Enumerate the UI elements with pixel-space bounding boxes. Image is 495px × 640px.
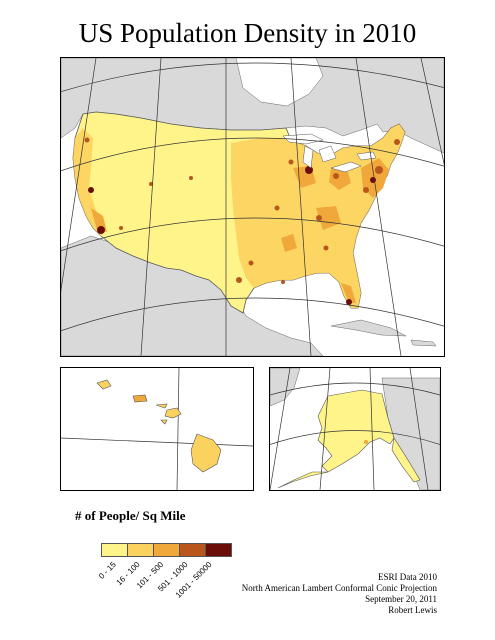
hawaii-graticule — [61, 368, 253, 490]
credits-author: Robert Lewis — [388, 605, 437, 615]
map-title: US Population Density in 2010 — [78, 18, 417, 48]
hudson-bay — [235, 58, 324, 107]
graticule — [61, 58, 444, 356]
great-lakes — [282, 133, 377, 173]
legend-title: # of People/ Sq Mile — [75, 508, 186, 523]
legend-swatch-4 — [179, 543, 206, 557]
anchorage-marker — [364, 440, 368, 444]
credits-source: ESRI Data 2010 — [378, 572, 437, 582]
hawaiian-islands — [96, 379, 222, 473]
map-credits: ESRI Data 2010 North American Lambert Co… — [242, 572, 437, 616]
legend-swatch-2 — [127, 543, 154, 557]
legend-label-1: 0 - 15 — [96, 560, 118, 581]
conterminous-us-map-frame — [60, 57, 445, 357]
legend-swatch-1 — [101, 543, 128, 557]
cuba — [330, 319, 407, 337]
metro-hotspots — [84, 137, 400, 305]
alaska-panhandle — [391, 437, 421, 483]
alaska-landmass — [317, 389, 395, 473]
hawaii-inset-frame — [60, 367, 254, 491]
russia-landmass — [270, 368, 301, 407]
legend-swatch-5 — [205, 543, 232, 557]
caribbean-islands — [410, 339, 437, 347]
alaska-inset-frame — [269, 367, 441, 491]
legend-swatches — [101, 543, 232, 557]
credits-projection: North American Lambert Conformal Conic P… — [241, 583, 437, 593]
credits-date: September 20, 2011 — [365, 594, 437, 604]
alaska-graticule — [270, 368, 440, 490]
legend-swatch-3 — [153, 543, 180, 557]
hawaii-inset-map — [61, 368, 253, 490]
conterminous-us-map — [61, 58, 444, 356]
alaska-inset-map — [270, 368, 440, 490]
aleutian-islands — [277, 471, 329, 489]
